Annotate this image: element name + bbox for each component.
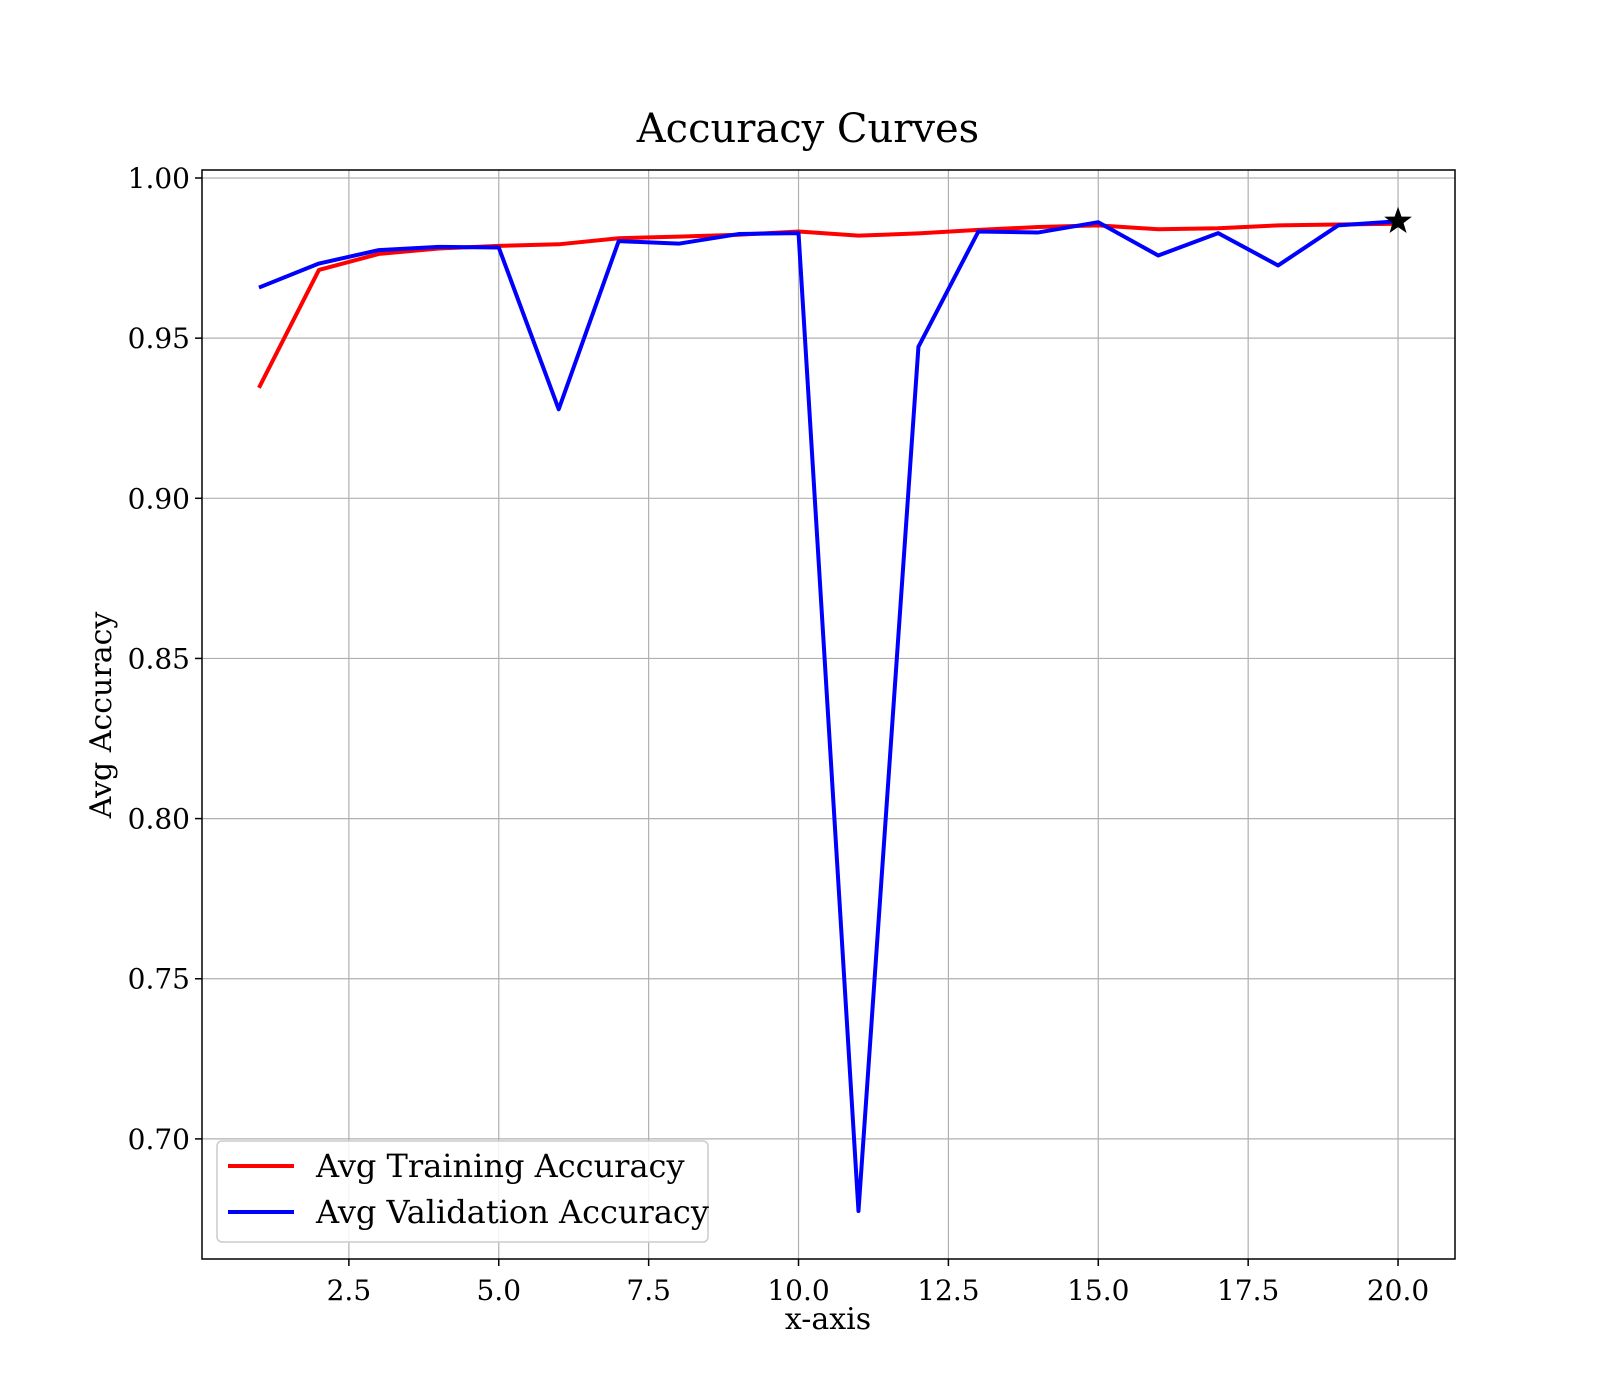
y-tick-label: 0.90 [128,482,190,515]
x-axis-ticks: 2.5 5.0 7.5 10.0 12.5 15.0 17.5 20.0 [327,1259,1429,1307]
x-tick-label: 10.0 [767,1274,829,1307]
y-tick-label: 0.95 [128,322,190,355]
x-tick-label: 15.0 [1067,1274,1129,1307]
legend-label-training: Avg Training Accuracy [315,1147,685,1185]
legend-label-validation: Avg Validation Accuracy [315,1193,709,1231]
series-layer [257,219,1399,1213]
series-line-validation [258,219,1399,1213]
x-gridlines [348,170,1399,1259]
y-tick-label: 0.85 [128,642,190,675]
x-tick-label: 2.5 [327,1274,372,1307]
x-tick-label: 12.5 [917,1274,979,1307]
y-axis-label: Avg Accuracy [84,612,119,820]
x-tick-label: 17.5 [1217,1274,1279,1307]
y-tick-label: 1.00 [128,162,190,195]
plot-frame [201,169,1456,1260]
y-tick-label: 0.75 [128,963,190,996]
best-point-star-marker [1384,206,1412,233]
y-axis-ticks: 0.70 0.75 0.80 0.85 0.90 0.95 1.00 [128,162,202,1156]
x-axis-label: x-axis [785,1302,871,1337]
legend: Avg Training Accuracy Avg Validation Acc… [216,1140,709,1243]
x-tick-label: 5.0 [476,1274,521,1307]
legend-box [216,1140,709,1243]
marker-layer [1384,206,1412,233]
y-tick-label: 0.80 [128,803,190,836]
y-gridlines [202,177,1455,1140]
x-tick-label: 7.5 [626,1274,671,1307]
chart-title: Accuracy Curves [636,106,979,152]
x-tick-label: 20.0 [1367,1274,1429,1307]
y-tick-label: 0.70 [128,1123,190,1156]
